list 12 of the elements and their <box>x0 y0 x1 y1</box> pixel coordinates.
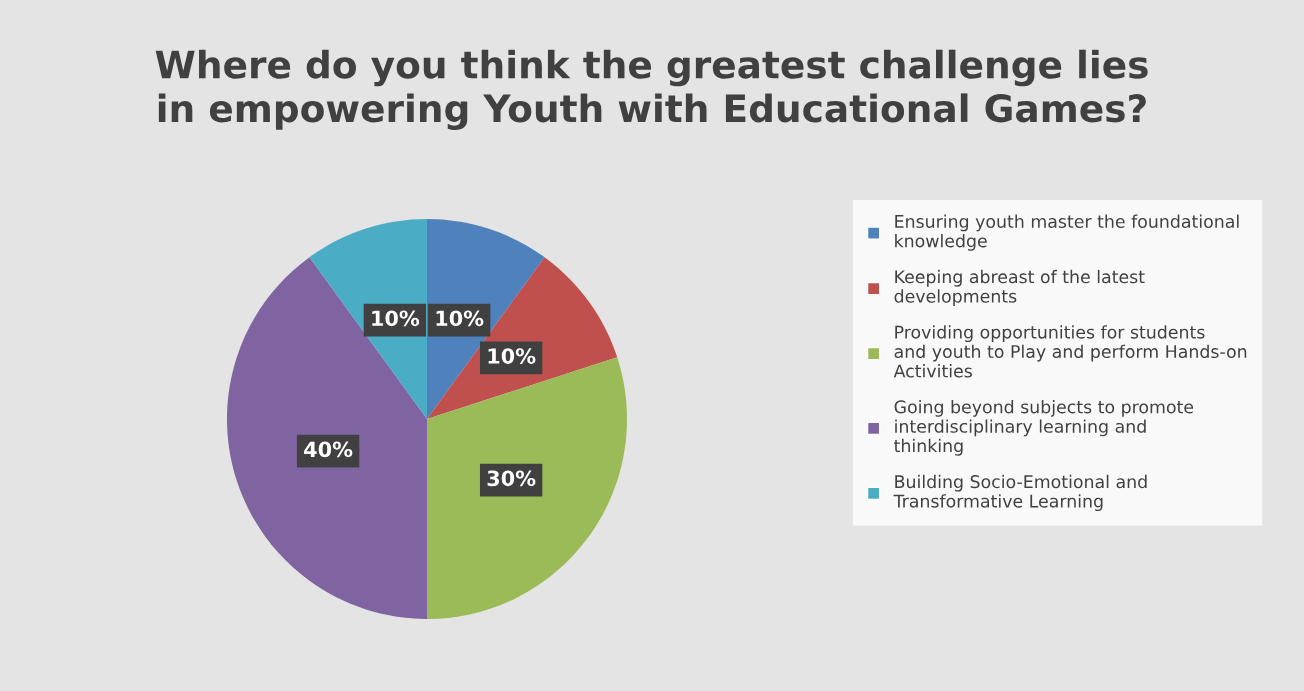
legend-label: Going beyond subjects to promote interdisciplinary learning and thinking <box>894 399 1194 456</box>
data-label: 30% <box>487 470 536 487</box>
data-label: 10% <box>488 348 536 364</box>
legend-label: Providing opportunities for students and youth to Play and perform Hands-on Activities <box>893 325 1247 378</box>
legend-label: Ensuring youth master the foundational knowledge <box>895 214 1239 251</box>
legend-label: Building Socio-Emotional and Transformative Learning <box>893 474 1147 512</box>
data-label: 40% <box>304 441 353 458</box>
chart-title: Where do you think the greatest challenge lies in empowering Youth with Educational Games? <box>155 49 1148 130</box>
pie-slice <box>227 257 427 619</box>
data-label: 10% <box>372 310 420 327</box>
legend-label: Keeping abreast of the latest developments <box>894 269 1145 307</box>
data-label: 10% <box>436 310 484 327</box>
